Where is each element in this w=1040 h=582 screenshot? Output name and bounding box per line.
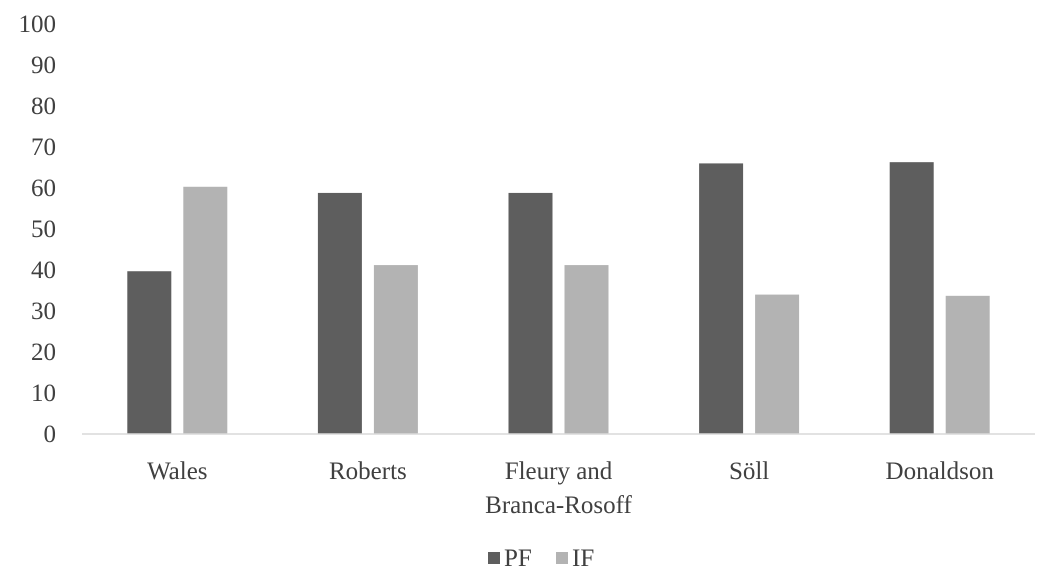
x-category-label-line: Roberts xyxy=(329,458,407,485)
x-category-label: Fleury and Branca-Rosoff xyxy=(485,458,632,519)
x-category-label: Donaldson xyxy=(886,458,995,485)
y-tick-label: 70 xyxy=(31,134,56,161)
bar-pf-2 xyxy=(508,192,553,434)
bar-if-2 xyxy=(564,265,609,434)
bar-if-3 xyxy=(755,294,800,434)
y-tick-label: 20 xyxy=(31,339,56,366)
y-tick-label: 40 xyxy=(31,257,56,284)
legend-swatch-pf xyxy=(488,552,500,564)
bars xyxy=(127,162,990,435)
bar-pf-0 xyxy=(127,271,172,434)
y-tick-label: 100 xyxy=(19,11,57,38)
y-tick-label: 50 xyxy=(31,216,56,243)
x-category-label: Wales xyxy=(147,458,207,485)
x-category-label-line: Branca-Rosoff xyxy=(485,492,632,519)
y-tick-label: 90 xyxy=(31,52,56,79)
y-tick-label: 30 xyxy=(31,298,56,325)
bar-pf-3 xyxy=(699,163,744,434)
x-category-label-line: Donaldson xyxy=(886,458,995,485)
y-tick-label: 10 xyxy=(31,380,56,407)
legend-label-if: IF xyxy=(572,545,594,572)
bar-if-4 xyxy=(945,295,990,434)
y-tick-label: 0 xyxy=(44,421,57,448)
y-axis-ticks: 0 10 20 30 40 50 60 70 80 90 100 xyxy=(19,11,57,448)
x-category-label-line: Söll xyxy=(729,458,769,485)
x-category-label: Söll xyxy=(729,458,769,485)
bar-if-1 xyxy=(373,265,418,434)
bar-pf-4 xyxy=(889,162,934,435)
x-category-label-line: Wales xyxy=(147,458,207,485)
y-tick-label: 60 xyxy=(31,175,56,202)
y-tick-label: 80 xyxy=(31,93,56,120)
x-category-label: Roberts xyxy=(329,458,407,485)
legend-swatch-if xyxy=(556,552,568,564)
x-category-label-line: Fleury and xyxy=(505,458,613,485)
x-axis-labels: Wales Roberts Fleury and Branca-Rosoff Söll D… xyxy=(147,458,994,519)
bar-if-0 xyxy=(183,186,228,434)
legend: PF IF xyxy=(488,545,594,572)
legend-label-pf: PF xyxy=(504,545,532,572)
bar-pf-1 xyxy=(317,192,362,434)
